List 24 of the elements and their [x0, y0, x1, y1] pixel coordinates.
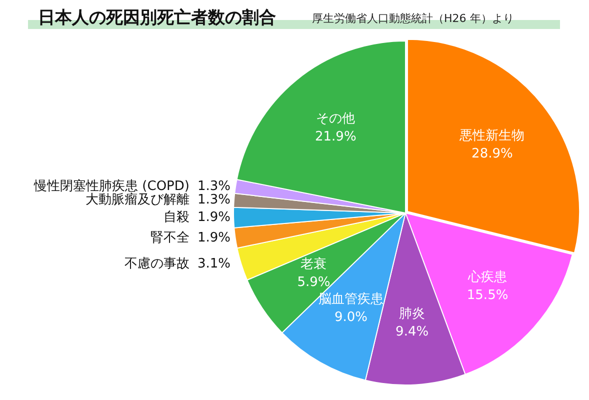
slice-label: 悪性新生物: [458, 128, 525, 144]
data-label: 1.3%: [197, 178, 230, 194]
slice-label: 慢性閉塞性肺疾患 (COPD): [33, 178, 190, 194]
data-label: 28.9%: [472, 146, 513, 162]
slice-label: 肺炎: [399, 306, 426, 322]
chart-subtitle: 厚生労働省人口動態統計（H26 年）より: [312, 11, 514, 26]
data-label: 9.4%: [396, 324, 429, 340]
data-label: 15.5%: [466, 288, 508, 303]
slice-label: 不慮の事故: [124, 256, 190, 272]
chart-title: 日本人の死因別死亡者数の割合: [38, 7, 276, 29]
data-label: 1.3%: [197, 192, 230, 208]
slice-label: その他: [316, 111, 356, 126]
slice-label: 腎不全: [150, 230, 190, 246]
slice-label: 脳血管疾患: [318, 292, 384, 308]
data-label: 3.1%: [197, 256, 230, 272]
slice-label: 老衰: [300, 256, 327, 272]
data-label: 1.9%: [197, 230, 230, 246]
data-label: 9.0%: [334, 310, 368, 326]
data-label: 1.9%: [197, 210, 230, 225]
slice-label: 自殺: [163, 210, 190, 225]
data-label: 21.9%: [315, 129, 356, 144]
data-label: 5.9%: [297, 275, 330, 290]
slice-label: 心疾患: [467, 268, 508, 285]
slice-label: 大動脈瘤及び解離: [85, 192, 190, 208]
